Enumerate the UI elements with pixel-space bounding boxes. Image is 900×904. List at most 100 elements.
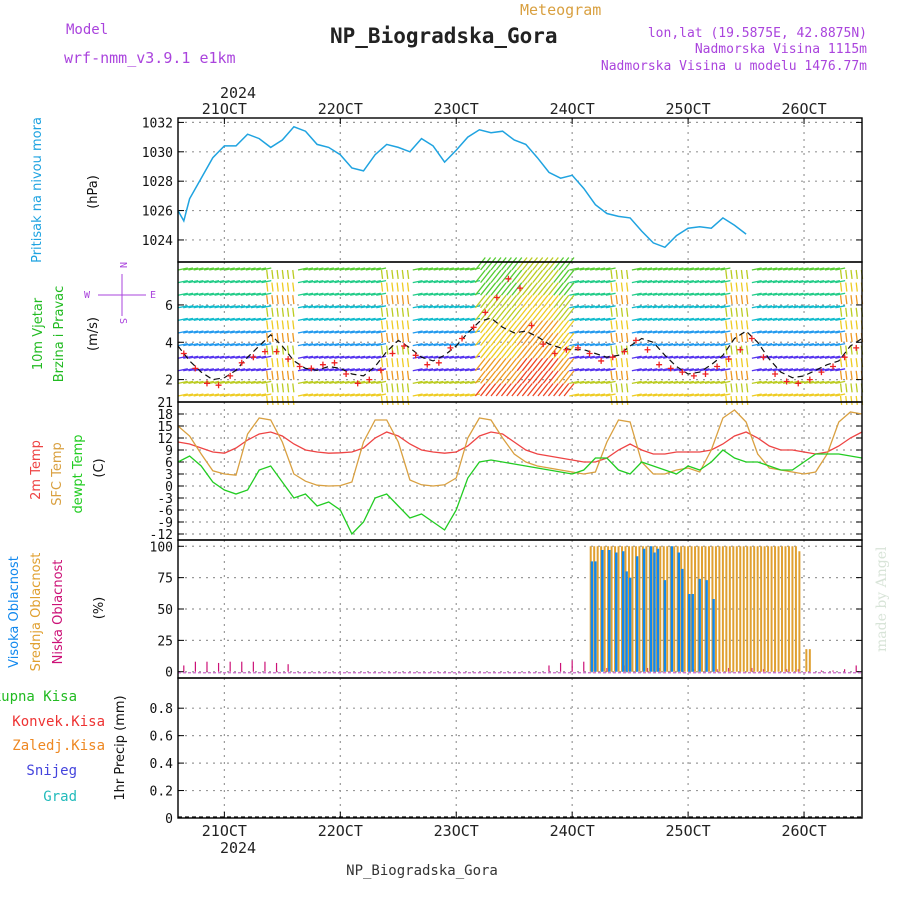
wind-arrow <box>360 317 371 322</box>
wind-arrow <box>203 342 215 347</box>
wind-arrow <box>323 330 335 334</box>
wind-arrow <box>824 355 835 359</box>
top-year-label: 2024 <box>220 84 256 102</box>
wind-arrow <box>240 380 251 385</box>
wind-arrow <box>308 342 319 347</box>
wind-arrow <box>762 267 773 271</box>
wind-arrow <box>480 294 492 309</box>
wind-arrow <box>214 368 225 372</box>
wind-arrow <box>610 345 613 355</box>
wind-arrow <box>318 330 329 334</box>
cloud-mid-label: Srednja Oblacnost <box>29 553 44 672</box>
wind-arrow <box>423 292 434 296</box>
wind-arrow <box>569 355 580 359</box>
wind-arrow <box>485 257 497 271</box>
wind-arrow <box>751 342 762 347</box>
wind-arrow <box>454 317 465 322</box>
wind-arrow <box>198 305 209 309</box>
wind-arrow <box>214 342 225 347</box>
wind-arrow <box>668 355 679 359</box>
wind-arrow <box>689 267 700 271</box>
wind-arrow <box>308 355 319 359</box>
wind-arrow <box>809 317 820 322</box>
y-tick-label: 25 <box>157 634 173 649</box>
wind-arrow <box>271 295 274 305</box>
wind-arrow <box>694 380 705 385</box>
wind-arrow <box>746 295 749 305</box>
wind-arrow <box>256 305 267 309</box>
wind-arrow <box>850 269 853 280</box>
wind-arrow <box>547 332 559 347</box>
wind-arrow <box>803 342 814 347</box>
wind-arrow <box>537 383 549 397</box>
wind-arrow <box>579 380 590 385</box>
wind-arrow <box>235 292 246 296</box>
wind-arrow <box>730 320 733 330</box>
wind-arrow <box>198 292 209 296</box>
wind-arrow <box>720 292 731 296</box>
wind-arrow <box>683 279 694 284</box>
wind-arrow <box>839 370 843 380</box>
wind-arrow <box>819 317 830 322</box>
wind-arrow <box>595 342 606 347</box>
wind-arrow <box>788 317 799 322</box>
wind-arrow <box>704 368 715 372</box>
wind-arrow <box>819 393 830 397</box>
wind-arrow <box>850 358 853 368</box>
wind-arrow <box>256 393 267 397</box>
wind-arrow <box>485 307 497 321</box>
wind-arrow <box>209 292 220 296</box>
wind-arrow <box>281 383 285 393</box>
wind-arrow <box>642 368 653 372</box>
wind-arrow <box>276 345 279 355</box>
wind-arrow <box>605 279 616 284</box>
wind-arrow <box>683 380 694 385</box>
wind-arrow <box>271 269 274 280</box>
wind-arrow <box>318 292 329 296</box>
wind-arrow <box>250 368 261 372</box>
wind-arrow <box>642 279 653 284</box>
wind-arrow <box>788 342 799 347</box>
wind-arrow <box>668 305 679 309</box>
wind-arrow <box>574 368 585 372</box>
wind-arrow <box>574 380 585 385</box>
wind-arrow <box>814 355 825 359</box>
wind-arrow <box>313 305 324 309</box>
precip-grid <box>178 678 862 818</box>
temp-dewpt-line <box>177 449 863 536</box>
wind-arrow <box>725 395 728 406</box>
wind-arrow <box>323 393 335 397</box>
wind-arrow <box>230 279 241 284</box>
wind-arrow <box>809 305 820 309</box>
wind-arrow <box>355 305 366 309</box>
wind-arrow <box>500 294 512 309</box>
wind-arrow <box>819 279 830 284</box>
wind-arrow <box>396 370 399 380</box>
wind-arrow <box>740 383 744 393</box>
wind-arrow <box>286 307 290 317</box>
wind-arrow <box>261 267 272 271</box>
wind-arrow <box>224 393 235 397</box>
wind-arrow <box>490 282 502 296</box>
wind-arrow <box>730 395 733 406</box>
wind-arrow <box>537 332 549 347</box>
wind-arrow <box>292 370 295 380</box>
wind-arrow <box>470 292 481 296</box>
wind-arrow <box>401 345 405 355</box>
wind-arrow <box>177 305 188 309</box>
wind-arrow <box>767 380 778 385</box>
wind-arrow <box>527 370 538 384</box>
wind-arrow <box>276 269 279 280</box>
wind-arrow <box>636 330 648 334</box>
wind-arrow <box>569 368 580 372</box>
wind-arrow <box>470 342 481 347</box>
wind-arrow <box>809 279 820 284</box>
wind-arrow <box>783 279 794 284</box>
wind-gust-point <box>772 371 779 377</box>
wind-arrow <box>751 292 762 296</box>
wind-arrow <box>224 380 235 385</box>
wind-arrow <box>370 292 381 296</box>
wind-arrow <box>344 279 355 284</box>
wind-arrow <box>276 295 279 305</box>
wind-arrow <box>188 368 199 372</box>
